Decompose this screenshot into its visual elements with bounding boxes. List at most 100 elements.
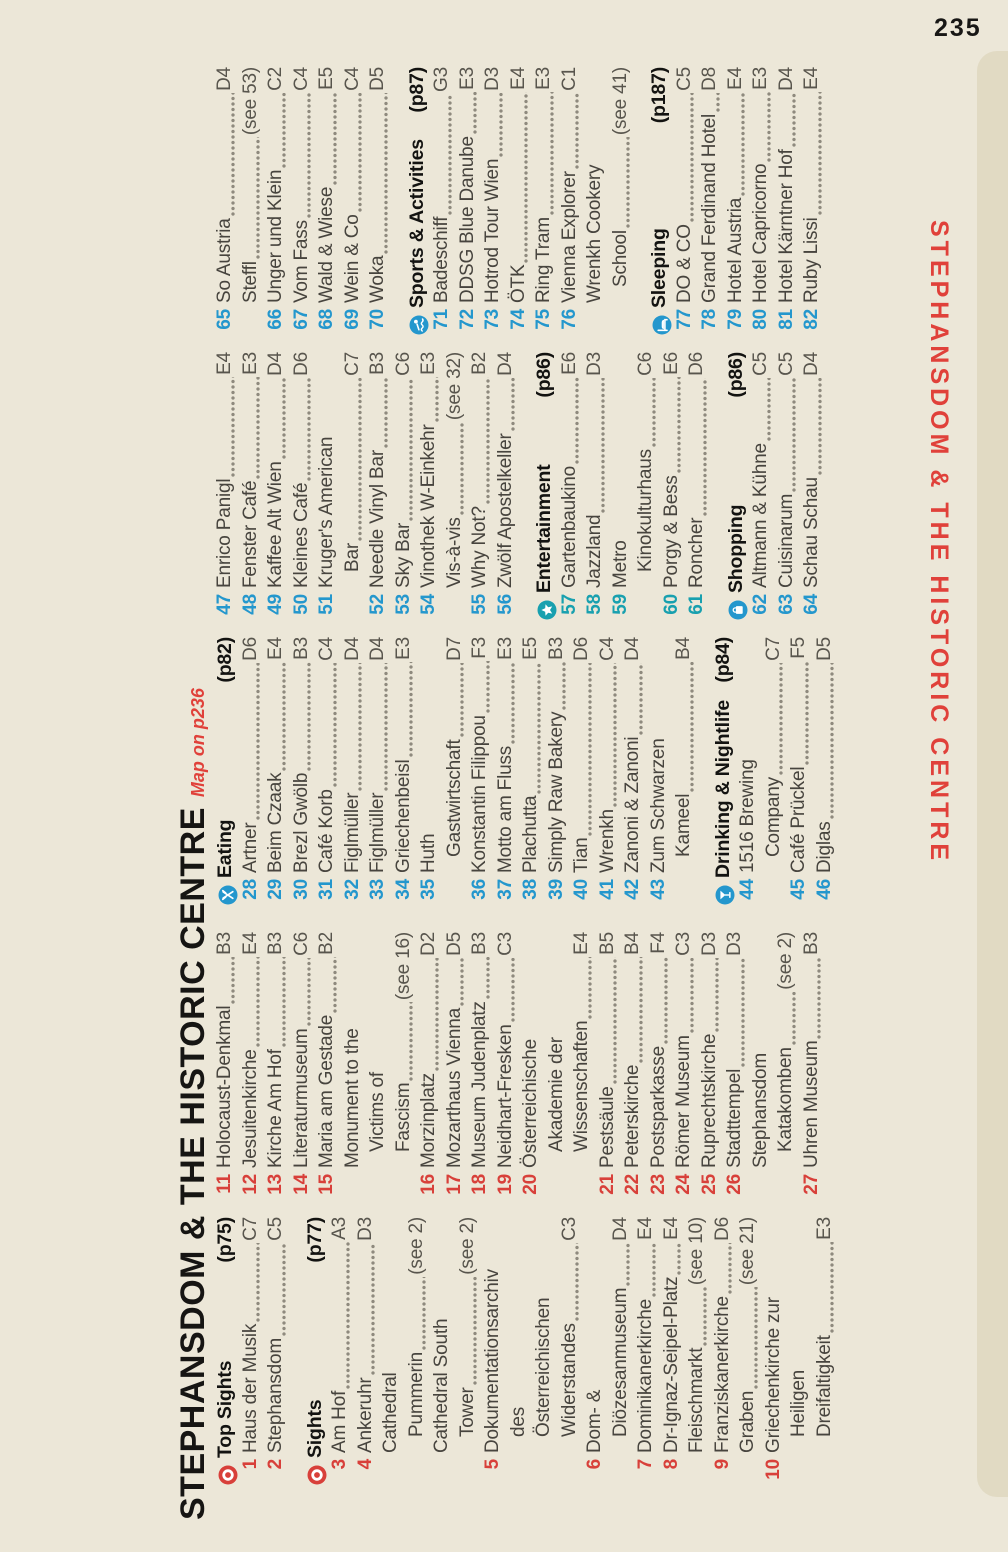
index-entry: 53 Sky Bar C6 (393, 352, 419, 620)
dot-leader (306, 661, 312, 771)
index-entry: 34 Griechenbeisl E3 (393, 637, 419, 905)
index-entry: 55 Why Not? B2 (469, 352, 495, 620)
section-page-ref: (p86) (533, 352, 555, 398)
grid-ref: E4 (239, 932, 261, 955)
grid-ref: (see 2) (456, 1217, 478, 1275)
entry-number: 71 (431, 309, 452, 330)
grid-ref: C3 (494, 932, 516, 956)
entry-name: des (507, 1406, 529, 1437)
entry-number: 35 (418, 879, 439, 900)
index-entry: Monument to the (342, 932, 368, 1200)
dot-leader (255, 137, 261, 260)
entry-name: Zum Schwarzen (647, 738, 669, 873)
index-entry: 12 Jesuitenkirche E4 (240, 932, 266, 1200)
dot-leader (280, 661, 287, 771)
entry-name: Dr-Ignaz-Seipel-Platz (660, 1276, 682, 1453)
dot-leader (586, 956, 593, 1019)
entry-name: Jazzland (584, 514, 605, 588)
index-entry: 77 DO & CO C5 (674, 67, 700, 335)
grid-ref: E4 (660, 1217, 682, 1240)
dot-leader (689, 92, 695, 223)
index-entry: 4 Ankeruhr D3 (355, 1217, 381, 1485)
entry-name: Österreichischen (533, 1297, 554, 1437)
entry-name: Altmann & Kühne (750, 443, 771, 588)
grid-ref: C4 (596, 637, 618, 661)
index-entry: Kinokulturhaus C6 (635, 352, 661, 620)
index-entry: 37 Motto am Fluss E3 (495, 637, 521, 905)
entry-name: Monument to the (341, 1028, 363, 1168)
grid-ref: D5 (367, 67, 388, 91)
entry-number: 20 (520, 1174, 541, 1195)
dot-leader (701, 1287, 708, 1346)
entry-number: 23 (647, 1174, 669, 1195)
entry-number: 29 (265, 879, 286, 900)
section-header: Drinking & Nightlife (p84) (712, 637, 738, 905)
chapter-side-tab-label: STEPHANSDOM & THE HISTORIC CENTRE (925, 220, 953, 865)
index-entry: 2 Stephansdom C5 (265, 1217, 291, 1485)
index-entry: 56 Zwölf Apostelkeller D4 (495, 352, 521, 620)
dot-leader (331, 662, 338, 788)
entry-name: Vis-à-vis (443, 517, 465, 588)
index-entry: Wrenkh Cookery (584, 67, 610, 335)
entry-number: 11 (214, 1174, 235, 1194)
entry-name: Diglas (813, 821, 835, 873)
entry-name: Pummerin (405, 1352, 427, 1437)
entry-number: 54 (418, 594, 439, 615)
index-entry: 63 Cuisinarum C5 (776, 352, 802, 620)
dot-leader (688, 661, 695, 792)
index-columns: Top Sights (p75) 1 Haus der Musik C7 2 Stephan… (214, 0, 1004, 1485)
grid-ref: C4 (290, 67, 312, 91)
dot-leader (535, 661, 542, 794)
entry-number: 21 (596, 1174, 618, 1195)
entry-name: Hotel Austria (724, 197, 746, 303)
entry-number: 7 (635, 1459, 656, 1470)
dot-leader (765, 91, 772, 162)
entry-name: Cathedral South (431, 1318, 452, 1453)
index-entry: 29 Beim Czaak E4 (265, 637, 291, 905)
grid-ref: E6 (660, 352, 682, 375)
index-title: STEPHANSDOM & THE HISTORIC CENTRE Map on … (174, 688, 213, 1520)
index-entry: 13 Kirche Am Hof B3 (265, 932, 291, 1200)
grid-ref: C4 (341, 67, 363, 91)
index-entry: Cathedral South (431, 1217, 457, 1485)
section-header: Shopping (p86) (725, 352, 751, 620)
entry-number: 41 (596, 879, 618, 900)
grid-ref: D3 (698, 932, 720, 956)
dot-leader (382, 376, 389, 449)
entry-name: Holocaust-Denkmal (214, 1005, 235, 1168)
entry-name: Huth (418, 833, 439, 873)
entry-name: Wrenkh Cookery (584, 164, 605, 303)
index-entry: 28 Artner D6 (240, 637, 266, 905)
entry-name: Tower (456, 1387, 478, 1437)
dot-leader (382, 92, 389, 254)
grid-ref: F4 (647, 932, 669, 954)
entry-number: 27 (800, 1174, 822, 1195)
index-entry: Fascism (see 16) (393, 932, 419, 1200)
entry-number: 24 (673, 1174, 694, 1195)
entry-name: Wissenschaften (571, 1020, 592, 1152)
entry-number: 52 (367, 594, 388, 615)
entertainment-icon (537, 600, 557, 620)
entry-number: 50 (290, 594, 312, 615)
dot-leader (791, 92, 797, 148)
index-title-text: STEPHANSDOM & THE HISTORIC CENTRE (174, 807, 212, 1520)
index-entry: School (see 41) (610, 67, 636, 335)
dot-leader (663, 955, 669, 1044)
index-entry: 75 Ring Tram E3 (533, 67, 559, 335)
grid-ref: C6 (392, 352, 414, 376)
index-entry: Victims of (367, 932, 393, 1200)
dot-leader (510, 661, 516, 744)
entry-name: Porgy & Bess (660, 475, 682, 588)
grid-ref: E4 (635, 1217, 656, 1240)
entry-name: Why Not? (469, 506, 490, 588)
index-entry: 15 Maria am Gestade B2 (316, 932, 342, 1200)
entry-name: Artner (239, 822, 261, 873)
entry-name: Fascism (392, 1082, 414, 1152)
sights-icon (307, 1465, 327, 1485)
grid-ref: C1 (558, 67, 580, 91)
dot-leader (497, 92, 504, 157)
index-entry: 9 Franziskanerkirche D6 (712, 1217, 738, 1485)
entry-number: 82 (801, 309, 822, 330)
sports-icon (409, 315, 429, 335)
entry-name: Konstantin Filippou (469, 715, 490, 873)
